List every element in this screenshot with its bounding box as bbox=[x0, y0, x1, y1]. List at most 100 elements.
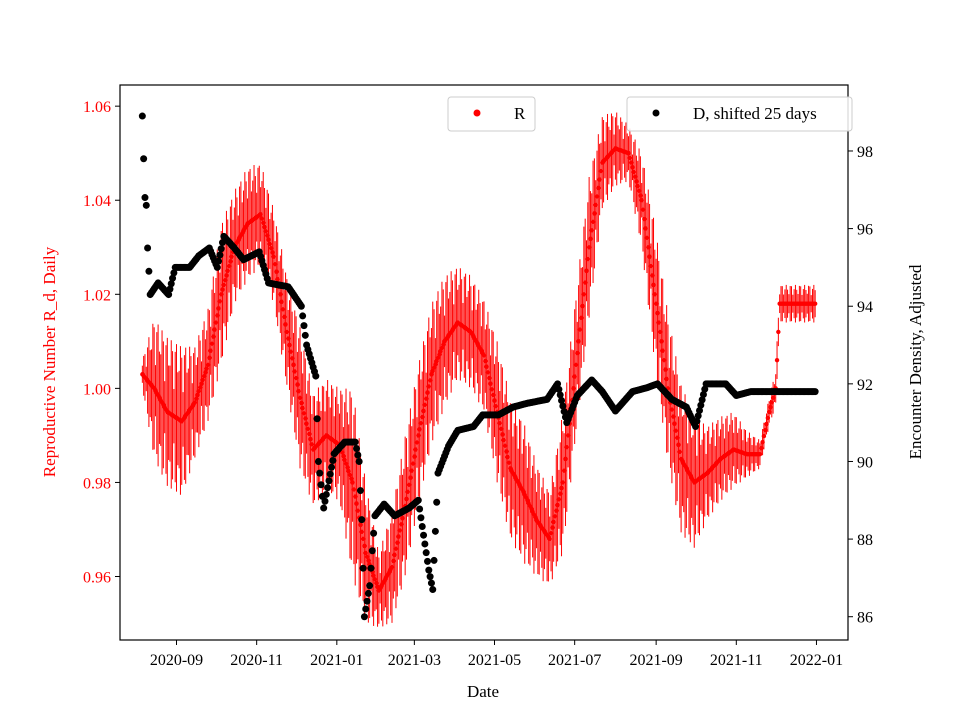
legend-r: R bbox=[447, 96, 536, 132]
right-y-tick-label: 96 bbox=[857, 222, 873, 239]
d-point bbox=[299, 312, 307, 320]
right-y-tick-label: 86 bbox=[857, 610, 873, 627]
right-y-tick-label: 94 bbox=[857, 299, 873, 316]
d-point bbox=[351, 438, 359, 446]
x-tick-label: 2021-07 bbox=[548, 652, 601, 669]
d-point bbox=[692, 423, 700, 431]
d-point bbox=[356, 487, 364, 495]
d-point bbox=[300, 322, 308, 330]
d-point bbox=[693, 417, 701, 425]
x-tick-label: 2020-09 bbox=[150, 652, 203, 669]
d-point bbox=[429, 586, 437, 594]
left-y-axis-label: Reproductive Number R_d, Daily bbox=[40, 246, 59, 477]
legend-d: D, shifted 25 days bbox=[626, 96, 853, 132]
d-point bbox=[698, 396, 706, 404]
d-point bbox=[165, 291, 173, 299]
right-y-tick-label: 90 bbox=[857, 454, 873, 471]
left-y-tick-label: 1.04 bbox=[83, 193, 111, 210]
d-point bbox=[301, 331, 309, 339]
d-point bbox=[414, 496, 422, 504]
d-point bbox=[431, 527, 439, 535]
d-point bbox=[140, 155, 148, 163]
r-point bbox=[774, 357, 780, 363]
d-point bbox=[326, 470, 334, 478]
d-point bbox=[423, 557, 431, 565]
x-tick-label: 2021-05 bbox=[468, 652, 521, 669]
d-point bbox=[213, 263, 221, 271]
d-point bbox=[366, 582, 374, 590]
legend-d-marker bbox=[652, 109, 660, 117]
d-point bbox=[367, 564, 375, 572]
d-point bbox=[329, 456, 337, 464]
x-tick-label: 2020-11 bbox=[230, 652, 283, 669]
d-point bbox=[145, 267, 153, 275]
d-point bbox=[328, 463, 336, 471]
right-y-tick-label: 92 bbox=[857, 377, 873, 394]
d-point bbox=[427, 579, 435, 587]
d-point bbox=[697, 401, 705, 409]
d-point bbox=[170, 269, 178, 277]
d-point bbox=[554, 380, 562, 388]
d-point bbox=[370, 529, 378, 537]
r-point bbox=[812, 301, 818, 306]
d-point bbox=[699, 391, 707, 399]
d-point bbox=[418, 522, 426, 530]
d-point bbox=[358, 516, 366, 524]
d-point bbox=[166, 285, 174, 293]
d-point bbox=[325, 477, 333, 485]
left-y-tick-label: 1.00 bbox=[83, 381, 111, 398]
d-point bbox=[420, 531, 428, 539]
d-point bbox=[694, 412, 702, 420]
d-point bbox=[701, 385, 709, 393]
d-point bbox=[169, 274, 177, 282]
d-point bbox=[142, 201, 150, 209]
d-point bbox=[141, 194, 149, 202]
d-point bbox=[426, 573, 434, 581]
d-point bbox=[322, 490, 330, 498]
x-tick-label: 2021-09 bbox=[629, 652, 682, 669]
d-point bbox=[560, 408, 568, 416]
right-y-tick-label: 98 bbox=[857, 144, 873, 161]
x-tick-label: 2021-01 bbox=[310, 652, 363, 669]
d-point bbox=[559, 402, 567, 410]
left-y-tick-label: 0.98 bbox=[83, 475, 111, 492]
d-point bbox=[558, 396, 566, 404]
d-point bbox=[555, 385, 563, 393]
r-point bbox=[776, 329, 781, 335]
d-point bbox=[144, 244, 152, 252]
d-point bbox=[297, 302, 305, 310]
d-point bbox=[355, 457, 363, 465]
d-point bbox=[354, 451, 362, 459]
d-point bbox=[811, 388, 819, 396]
x-axis-label: Date bbox=[467, 682, 499, 701]
d-point bbox=[313, 415, 321, 423]
d-point bbox=[353, 445, 361, 453]
d-point bbox=[321, 497, 329, 505]
legend-r-marker bbox=[473, 109, 481, 117]
d-point bbox=[317, 481, 325, 489]
d-point bbox=[320, 504, 328, 512]
d-point bbox=[217, 245, 225, 253]
plot-frame bbox=[119, 84, 849, 641]
right-y-tick-label: 88 bbox=[857, 532, 873, 549]
legend-d-label: D, shifted 25 days bbox=[693, 104, 817, 123]
d-point bbox=[430, 556, 438, 564]
d-point bbox=[216, 251, 224, 259]
x-tick-label: 2022-01 bbox=[790, 652, 843, 669]
d-point bbox=[425, 566, 433, 574]
d-point bbox=[314, 457, 322, 465]
d-point bbox=[422, 549, 430, 557]
d-point bbox=[362, 605, 370, 613]
x-tick-label: 2021-11 bbox=[710, 652, 763, 669]
left-y-tick-label: 1.02 bbox=[83, 287, 111, 304]
d-point bbox=[556, 391, 564, 399]
d-point bbox=[416, 505, 424, 513]
x-tick-label: 2021-03 bbox=[388, 652, 441, 669]
d-point bbox=[364, 589, 372, 597]
d-point bbox=[363, 597, 371, 605]
left-y-tick-label: 0.96 bbox=[83, 570, 111, 587]
d-point bbox=[360, 613, 368, 621]
d-point bbox=[138, 112, 146, 120]
